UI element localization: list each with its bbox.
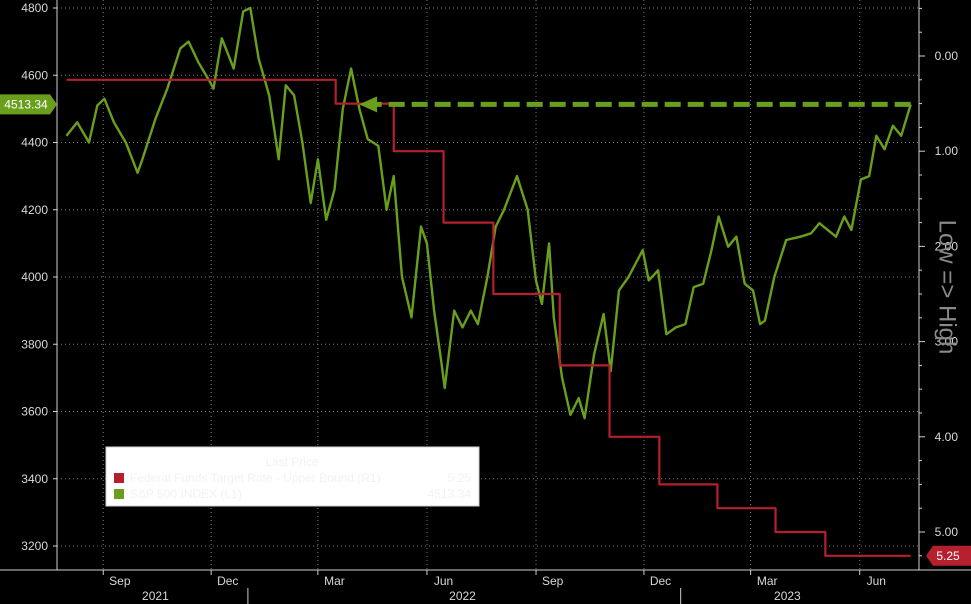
legend-header: Last Price [265,455,319,469]
fed-rate-line [66,78,911,557]
right-tick-label: 2.00 [935,239,959,253]
x-year-label: 2021 [142,589,169,603]
left-tick-label: 4400 [21,136,48,150]
right-tick-label: 1.00 [935,144,959,158]
x-month-label: Jun [867,574,886,588]
series-layer [65,6,912,557]
x-year-label: 2022 [449,589,476,603]
left-tick-label: 3800 [21,337,48,351]
legend-value-fed-rate: 5.25 [448,471,472,485]
x-month-label: Dec [650,574,671,588]
x-month-label: Mar [324,574,345,588]
legend-swatch-fed-rate [114,473,124,483]
x-month-label: Sep [109,574,131,588]
left-tick-label: 4000 [21,270,48,284]
left-last-value-label: 4513.34 [4,97,48,111]
right-last-value-tag [926,545,971,566]
left-tick-label: 3200 [21,539,48,553]
legend-label-fed-rate: Federal Funds Target Rate - Upper Bound … [130,471,381,485]
right-tick-label: 4.00 [935,430,959,444]
left-tick-label: 4800 [21,1,48,15]
x-month-label: Jun [434,574,453,588]
right-tick-label: 0.00 [935,49,959,63]
left-tick-label: 3600 [21,405,48,419]
right-tick-label: 3.00 [935,335,959,349]
annotation-arrowhead [359,96,378,113]
right-tick-label: 5.00 [935,525,959,539]
left-tick-label: 4200 [21,203,48,217]
legend: Last Price Federal Funds Target Rate - U… [105,446,480,507]
x-year-label: 2023 [774,589,801,603]
legend-box [105,446,480,507]
legend-swatch-sp500 [114,489,124,499]
annotation-layer: 4513.34 5.25 [0,94,971,566]
x-month-label: Dec [217,574,238,588]
left-last-value-tag [0,94,57,115]
left-tick-label: 3400 [21,472,48,486]
x-month-label: Sep [542,574,564,588]
legend-label-sp500: S&P 500 INDEX (L1) [130,487,242,501]
right-last-value-label: 5.25 [936,549,960,563]
x-month-label: Mar [757,574,778,588]
sp500-line [65,6,912,420]
legend-value-sp500: 4513.34 [428,487,472,501]
side-label: Low => High [934,220,961,355]
left-tick-label: 4600 [21,68,48,82]
